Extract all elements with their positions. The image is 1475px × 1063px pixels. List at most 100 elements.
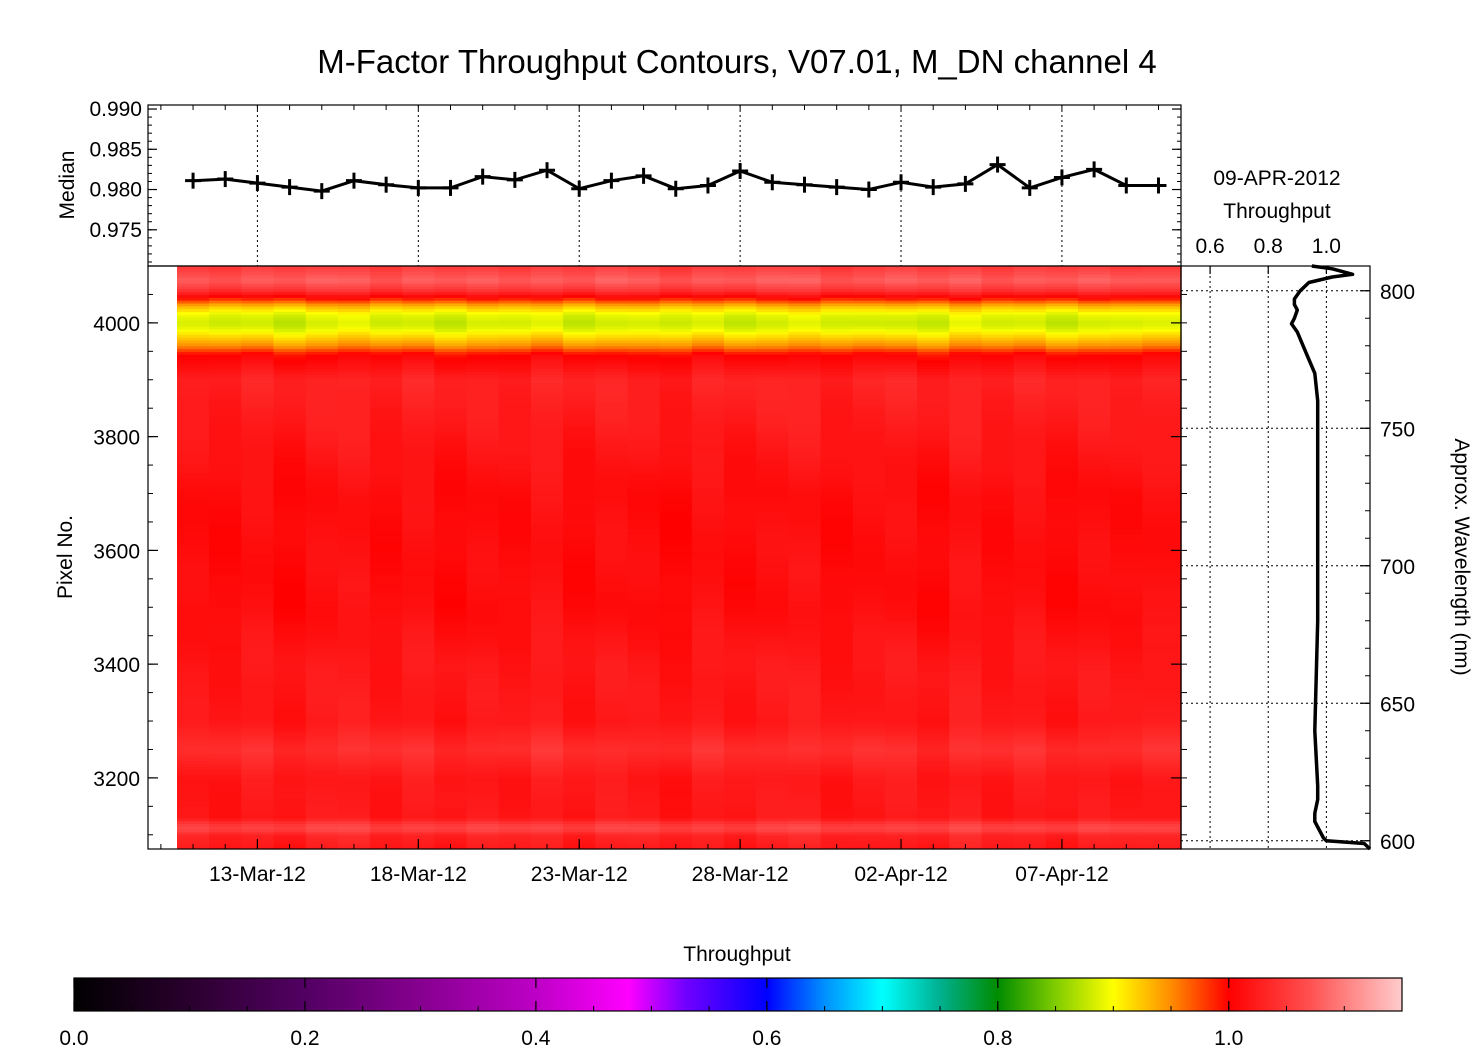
heatmap-cell	[659, 411, 693, 415]
heatmap-cell	[917, 718, 950, 722]
heatmap-cell	[337, 655, 371, 659]
heatmap-cell	[241, 621, 275, 625]
heatmap-cell	[337, 320, 371, 324]
heatmap-cell	[177, 706, 210, 711]
heatmap-cell	[724, 399, 757, 404]
heatmap-cell	[402, 496, 435, 500]
heatmap-cell	[563, 553, 596, 557]
heatmap-cell	[756, 613, 789, 617]
heatmap-cell	[531, 792, 564, 796]
heatmap-cell	[563, 667, 596, 671]
heatmap-cell	[370, 837, 403, 841]
heatmap-cell	[498, 837, 532, 841]
heatmap-cell	[402, 678, 435, 682]
heatmap-cell	[305, 354, 339, 358]
heatmap-cell	[370, 547, 403, 551]
heatmap-cell	[852, 487, 886, 492]
heatmap-cell	[337, 598, 371, 603]
heatmap-cell	[273, 368, 307, 372]
heatmap-cell	[466, 820, 500, 824]
heatmap-cell	[498, 419, 532, 423]
heatmap-cell	[209, 348, 242, 352]
heatmap-cell	[434, 425, 468, 429]
heatmap-cell	[563, 504, 596, 509]
heatmap-cell	[177, 428, 210, 432]
heatmap-cell	[177, 522, 210, 526]
heatmap-cell	[305, 422, 339, 426]
heatmap-cell	[241, 715, 275, 719]
heatmap-cell	[852, 783, 886, 787]
heatmap-cell	[434, 686, 468, 691]
heatmap-cell	[305, 613, 339, 617]
heatmap-cell	[402, 527, 435, 531]
heatmap-cell	[659, 382, 693, 386]
heatmap-cell	[691, 314, 725, 318]
heatmap-cell	[273, 607, 307, 611]
heatmap-cell	[273, 502, 307, 506]
heatmap-cell	[595, 433, 629, 438]
heatmap-cell	[852, 556, 886, 560]
heatmap-cell	[402, 376, 435, 381]
heatmap-cell	[724, 590, 757, 594]
heatmap-cell	[852, 348, 886, 352]
heatmap-cell	[595, 826, 629, 830]
heatmap-cell	[498, 325, 532, 330]
heatmap-cell	[337, 729, 371, 733]
heatmap-cell	[434, 638, 468, 642]
heatmap-cell	[531, 775, 564, 779]
heatmap-cell	[724, 553, 757, 557]
heatmap-cell	[917, 800, 950, 805]
heatmap-cell	[531, 300, 564, 304]
heatmap-cell	[691, 826, 725, 830]
heatmap-cell	[691, 544, 725, 549]
heatmap-cell	[756, 541, 789, 546]
heatmap-cell	[466, 402, 500, 406]
heatmap-cell	[370, 391, 403, 395]
heatmap-cell	[820, 416, 854, 421]
heatmap-cell	[820, 357, 854, 361]
heatmap-cell	[531, 763, 564, 768]
heatmap-cell	[370, 826, 403, 830]
heatmap-cell	[177, 735, 210, 739]
heatmap-cell	[466, 519, 500, 523]
heatmap-cell	[595, 348, 629, 352]
heatmap-cell	[563, 496, 596, 500]
heatmap-cell	[531, 701, 564, 705]
heatmap-cell	[756, 339, 789, 344]
heatmap-cell	[820, 325, 854, 330]
heatmap-cell	[434, 297, 468, 301]
heatmap-cell	[241, 499, 275, 503]
heatmap-cell	[756, 285, 789, 290]
heatmap-cell	[273, 749, 307, 753]
heatmap-cell	[305, 388, 339, 392]
heatmap-cell	[498, 789, 532, 793]
heatmap-cell	[756, 829, 789, 833]
heatmap-cell	[177, 433, 210, 438]
heatmap-cell	[273, 362, 307, 367]
heatmap-cell	[691, 701, 725, 705]
heatmap-cell	[627, 504, 661, 509]
heatmap-cell	[434, 809, 468, 813]
heatmap-cell	[563, 527, 596, 531]
heatmap-cell	[337, 314, 371, 318]
heatmap-cell	[273, 581, 307, 586]
heatmap-cell	[273, 595, 307, 600]
heatmap-cell	[563, 638, 596, 642]
heatmap-cell	[691, 362, 725, 367]
heatmap-cell	[756, 840, 789, 844]
heatmap-cell	[531, 271, 564, 276]
heatmap-cell	[595, 800, 629, 805]
heatmap-cell	[273, 632, 307, 637]
heatmap-cell	[531, 288, 564, 293]
heatmap-cell	[498, 314, 532, 318]
heatmap-cell	[498, 814, 532, 819]
heatmap-cell	[273, 439, 307, 443]
heatmap-cell	[305, 436, 339, 440]
heatmap-cell	[852, 351, 886, 355]
heatmap-cell	[691, 678, 725, 682]
heatmap-cell	[820, 428, 854, 432]
heatmap-cell	[659, 630, 693, 634]
heatmap-cell	[466, 595, 500, 600]
heatmap-cell	[788, 297, 822, 301]
heatmap-cell	[531, 465, 564, 469]
